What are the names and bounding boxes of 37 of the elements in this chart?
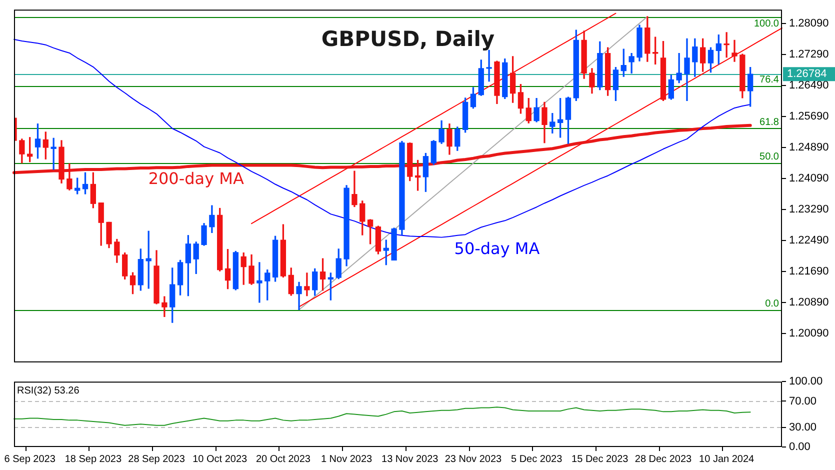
- series-label: 50-day MA: [454, 238, 540, 258]
- y-tick-label: 70.00: [789, 395, 817, 408]
- annotation: 0.0: [765, 298, 780, 310]
- x-tick-label: 20 Oct 2023: [256, 454, 311, 465]
- chart-title: RSI(32) 53.26: [17, 385, 80, 396]
- y-tick-label: 1.24890: [789, 142, 829, 154]
- ref-line-label: 1.26784: [787, 68, 827, 80]
- y-tick-label: 30.00: [789, 421, 817, 434]
- y-tick-label: 1.20890: [789, 296, 829, 308]
- x-tick-label: 6 Sep 2023: [4, 454, 56, 465]
- annotation: 61.8: [760, 117, 780, 128]
- x-tick-label: 1 Nov 2023: [320, 454, 373, 465]
- x-tick-label: 28 Dec 2023: [634, 454, 692, 465]
- x-tick-label: 10 Jan 2024: [699, 454, 755, 465]
- y-tick-label: 1.24090: [789, 172, 829, 184]
- x-tick-label: 15 Dec 2023: [572, 454, 629, 465]
- x-tick-label: 23 Nov 2023: [444, 454, 502, 465]
- x-tick-label: 5 Dec 2023: [510, 454, 563, 465]
- series-label: 200-day MA: [148, 169, 244, 188]
- text: GBPUSD, Daily: [321, 27, 495, 52]
- x-tick-label: 28 Sep 2023: [128, 454, 186, 465]
- x-tick-label: 10 Oct 2023: [192, 454, 248, 465]
- annotation: 100.0: [754, 18, 780, 30]
- y-tick-label: 1.25690: [789, 110, 829, 123]
- y-tick-label: 1.26490: [789, 80, 829, 92]
- x-tick-label: 18 Sep 2023: [64, 454, 122, 465]
- y-tick-label: 1.22490: [789, 234, 829, 246]
- y-tick-label: 1.28090: [789, 18, 829, 30]
- annotation: 50.0: [760, 152, 780, 163]
- x-tick-label: 13 Nov 2023: [382, 454, 439, 465]
- y-tick-label: 1.20090: [789, 327, 829, 340]
- y-tick-label: 0.00: [789, 441, 810, 454]
- y-tick-label: 1.23290: [789, 203, 829, 216]
- y-tick-label: 100.00: [789, 376, 823, 388]
- y-tick-label: 1.27290: [789, 48, 829, 61]
- annotation: 76.4: [760, 74, 780, 86]
- y-tick-label: 1.21690: [789, 265, 829, 278]
